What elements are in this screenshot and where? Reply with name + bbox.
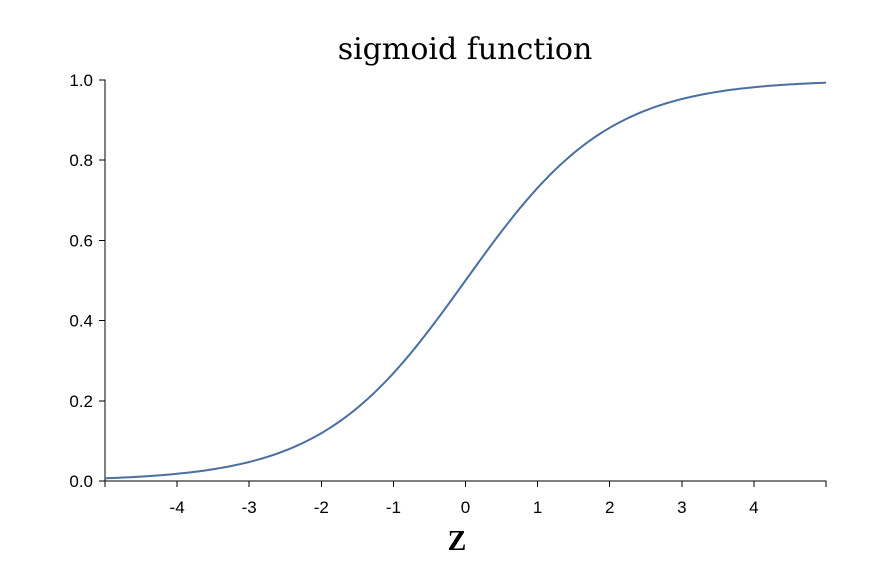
chart-title: sigmoid function <box>338 32 593 67</box>
plot-area: 0.0 0.2 0.4 0.6 0.8 1.0 -4 -3 -2 -1 0 1 2 3 4 <box>69 71 827 517</box>
x-tick-label: -4 <box>170 498 185 517</box>
x-tick-label: -1 <box>386 498 401 517</box>
x-tick-label: -2 <box>314 498 329 517</box>
y-tick-label: 1.0 <box>69 71 93 90</box>
x-tick-label: -3 <box>242 498 257 517</box>
y-tick-label: 0.8 <box>69 151 93 170</box>
x-tick-label: 0 <box>461 498 470 517</box>
y-tick-label: 0.6 <box>69 231 93 250</box>
sigmoid-line <box>104 81 827 480</box>
x-tick-label: 2 <box>605 498 614 517</box>
y-tick-label: 0.0 <box>69 472 93 491</box>
y-tick-label: 0.4 <box>69 312 93 331</box>
x-tick-label: 3 <box>677 498 686 517</box>
y-axis-line <box>99 79 106 482</box>
x-tick-label: 1 <box>533 498 542 517</box>
x-axis-label: Z <box>448 526 467 557</box>
x-tick-label: 4 <box>749 498 758 517</box>
y-tick-label: 0.2 <box>69 392 93 411</box>
